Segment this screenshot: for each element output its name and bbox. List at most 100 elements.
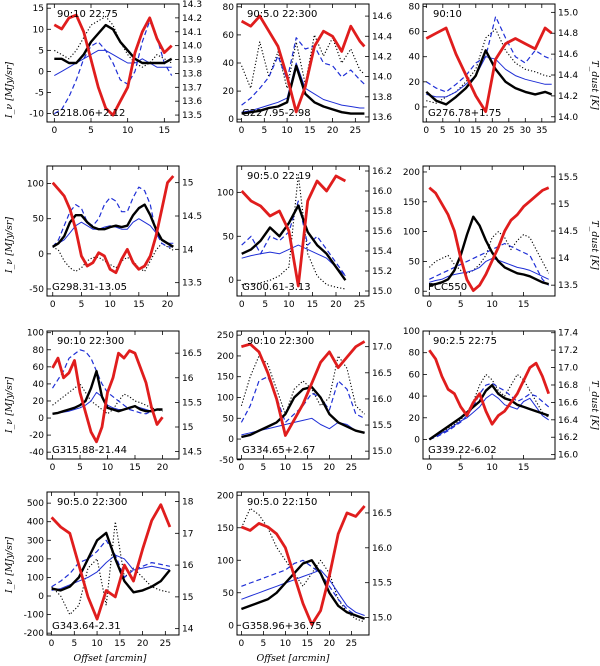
plot-frame [422, 330, 556, 460]
y2-tick-label: 15.0 [558, 8, 578, 18]
x-tick-label: 20 [330, 300, 342, 310]
x-tick-label: 15 [159, 126, 170, 136]
y2-tick-label: 13.8 [372, 93, 392, 103]
series-t-dust [428, 349, 551, 426]
panel-field-name: PCC550 [428, 282, 467, 293]
x-axis-label-col1: Offset [arcmin] [74, 653, 147, 664]
y2-tick-label: 15.0 [372, 447, 392, 457]
x-tick-label: 0 [51, 126, 57, 136]
panel-1: 0 5 10 15 -10 -5 0 5 10 15 13.5 13.6 13.7 13.8 13.9 14.… [29, 0, 202, 136]
y-tick-label: 0 [38, 250, 44, 260]
plot-frame [46, 491, 180, 636]
y-tick-label: 60 [223, 31, 235, 41]
x-tick-label: 0 [423, 126, 429, 136]
y2-tick-label: 18 [182, 498, 194, 508]
x-tick-label: 20 [487, 126, 499, 136]
panel-3: 0 5 10 15 20 25 30 35 0 20 40 60 80 14.0 14.2 14.4 14.6 1… [409, 3, 579, 136]
x-tick-label: 15 [302, 639, 313, 649]
plot-frame [46, 165, 180, 297]
y2-tick-label: 14.1 [182, 28, 202, 38]
series-t-dust [241, 340, 366, 437]
panel-4: 0 5 10 15 20 -50 0 50 100 13.5 14 14.5 15 G298.31-13.… [27, 165, 202, 310]
series-t-dust [51, 175, 175, 275]
y-tick-label: 200 [217, 491, 234, 501]
x-tick-label: 5 [88, 126, 94, 136]
y-tick-label: -100 [24, 611, 45, 621]
y-tick-label: 100 [27, 573, 44, 583]
series-100-um [52, 186, 174, 248]
y2-tick-label: 15 [558, 200, 569, 210]
x-tick-label: 0 [239, 126, 245, 136]
y-tick-label: 0 [228, 621, 234, 631]
y2-tick-label: 17.2 [558, 346, 578, 356]
series-100-um [429, 242, 550, 286]
y2-tick-label: 15 [182, 423, 193, 433]
panel-header: 90:5.0 22:300 [247, 9, 317, 20]
series-250-um [428, 384, 550, 441]
plot-frame [422, 165, 556, 297]
y-tick-label: 100 [217, 188, 234, 198]
y-tick-label: 500 [27, 499, 44, 509]
svg-text:I_ν [MJy/sr]: I_ν [MJy/sr] [4, 62, 15, 120]
y2-tick-label: 16.0 [372, 187, 392, 197]
y2-tick-label: 13.8 [182, 69, 202, 79]
x-tick-label: 25 [354, 300, 365, 310]
y-tick-label: -50 [29, 285, 44, 295]
y2-tick-label: 14.6 [372, 12, 392, 22]
y2-tick-label: 17 [182, 529, 193, 539]
series-t-dust [240, 174, 347, 288]
y2-tick-label: 16.8 [558, 381, 578, 391]
y2-tick-label: 16.4 [558, 416, 578, 426]
y2-tick-label: 13.5 [182, 111, 202, 121]
y-axis-labels-left: I_ν [MJy/sr] I_ν [MJy/sr] I_ν [MJy/sr] I… [4, 62, 15, 595]
y2-tick-label: 14.2 [558, 92, 578, 102]
x-tick-label: 15 [470, 126, 481, 136]
y2-tick-label: 14 [182, 245, 194, 255]
svg-text:I_ν [MJy/sr]: I_ν [MJy/sr] [4, 377, 15, 435]
series-100-um [54, 20, 173, 115]
x-tick-label: 10 [486, 463, 498, 473]
x-tick-label: 20 [324, 639, 336, 649]
y2-tick-label: 13.5 [558, 281, 578, 291]
y-tick-label: 150 [217, 373, 234, 383]
y2-tick-label: 14.2 [182, 14, 202, 24]
panel-header: 90:10 22:300 [247, 336, 314, 347]
panel-8: 0 5 10 15 20 25 -50 0 50 100 150 200 250 15.0 15.5 16.0… [217, 330, 392, 473]
series-22-um [241, 569, 365, 616]
y2-tick-label: 16.0 [372, 544, 392, 554]
y2-tick-label: 16.5 [372, 369, 392, 379]
y-tick-label: 250 [217, 331, 234, 341]
y2-tick-label: 13.5 [182, 279, 202, 289]
y2-tick-label: 14.5 [182, 448, 202, 458]
series-t-dust [240, 505, 366, 626]
y-tick-label: 40 [33, 380, 45, 390]
y-tick-label: 300 [27, 536, 44, 546]
x-tick-label: 0 [50, 463, 56, 473]
y-tick-label: 100 [403, 327, 420, 337]
y-tick-label: -40 [29, 448, 44, 458]
y-tick-label: 50 [409, 257, 421, 267]
y2-tick-label: 16 [182, 561, 194, 571]
y2-tick-label: 14.5 [558, 227, 578, 237]
series-250-um [51, 531, 171, 594]
x-tick-label: 25 [346, 639, 357, 649]
y-tick-label: 100 [217, 556, 234, 566]
x-tick-label: 5 [79, 300, 85, 310]
x-tick-label: 15 [307, 300, 318, 310]
y-tick-label: 100 [27, 180, 44, 190]
panel-field-name: G358.96+36.75 [242, 621, 322, 632]
panel-10: 0 5 10 15 20 25 -200 -100 0 100 200 300 400 500 14 15 16… [24, 491, 194, 649]
y2-tick-label: 14.2 [372, 52, 392, 62]
x-tick-label: 15 [133, 300, 144, 310]
panel-5: 0 5 10 15 20 25 0 50 100 15.0 15.2 15.4 15.6 15.8 16.0… [217, 165, 392, 310]
y-tick-label: -5 [35, 89, 44, 99]
y-tick-label: 0 [228, 435, 234, 445]
series-90-um [429, 373, 550, 440]
y-tick-label: 40 [409, 392, 421, 402]
y-tick-label: 50 [223, 232, 235, 242]
x-axis-label-col2: Offset [arcmin] [257, 653, 330, 664]
y2-tick-label: 16.5 [182, 349, 202, 359]
y2-tick-label: 16 [182, 374, 194, 384]
y2-tick-label: 15.5 [372, 421, 392, 431]
